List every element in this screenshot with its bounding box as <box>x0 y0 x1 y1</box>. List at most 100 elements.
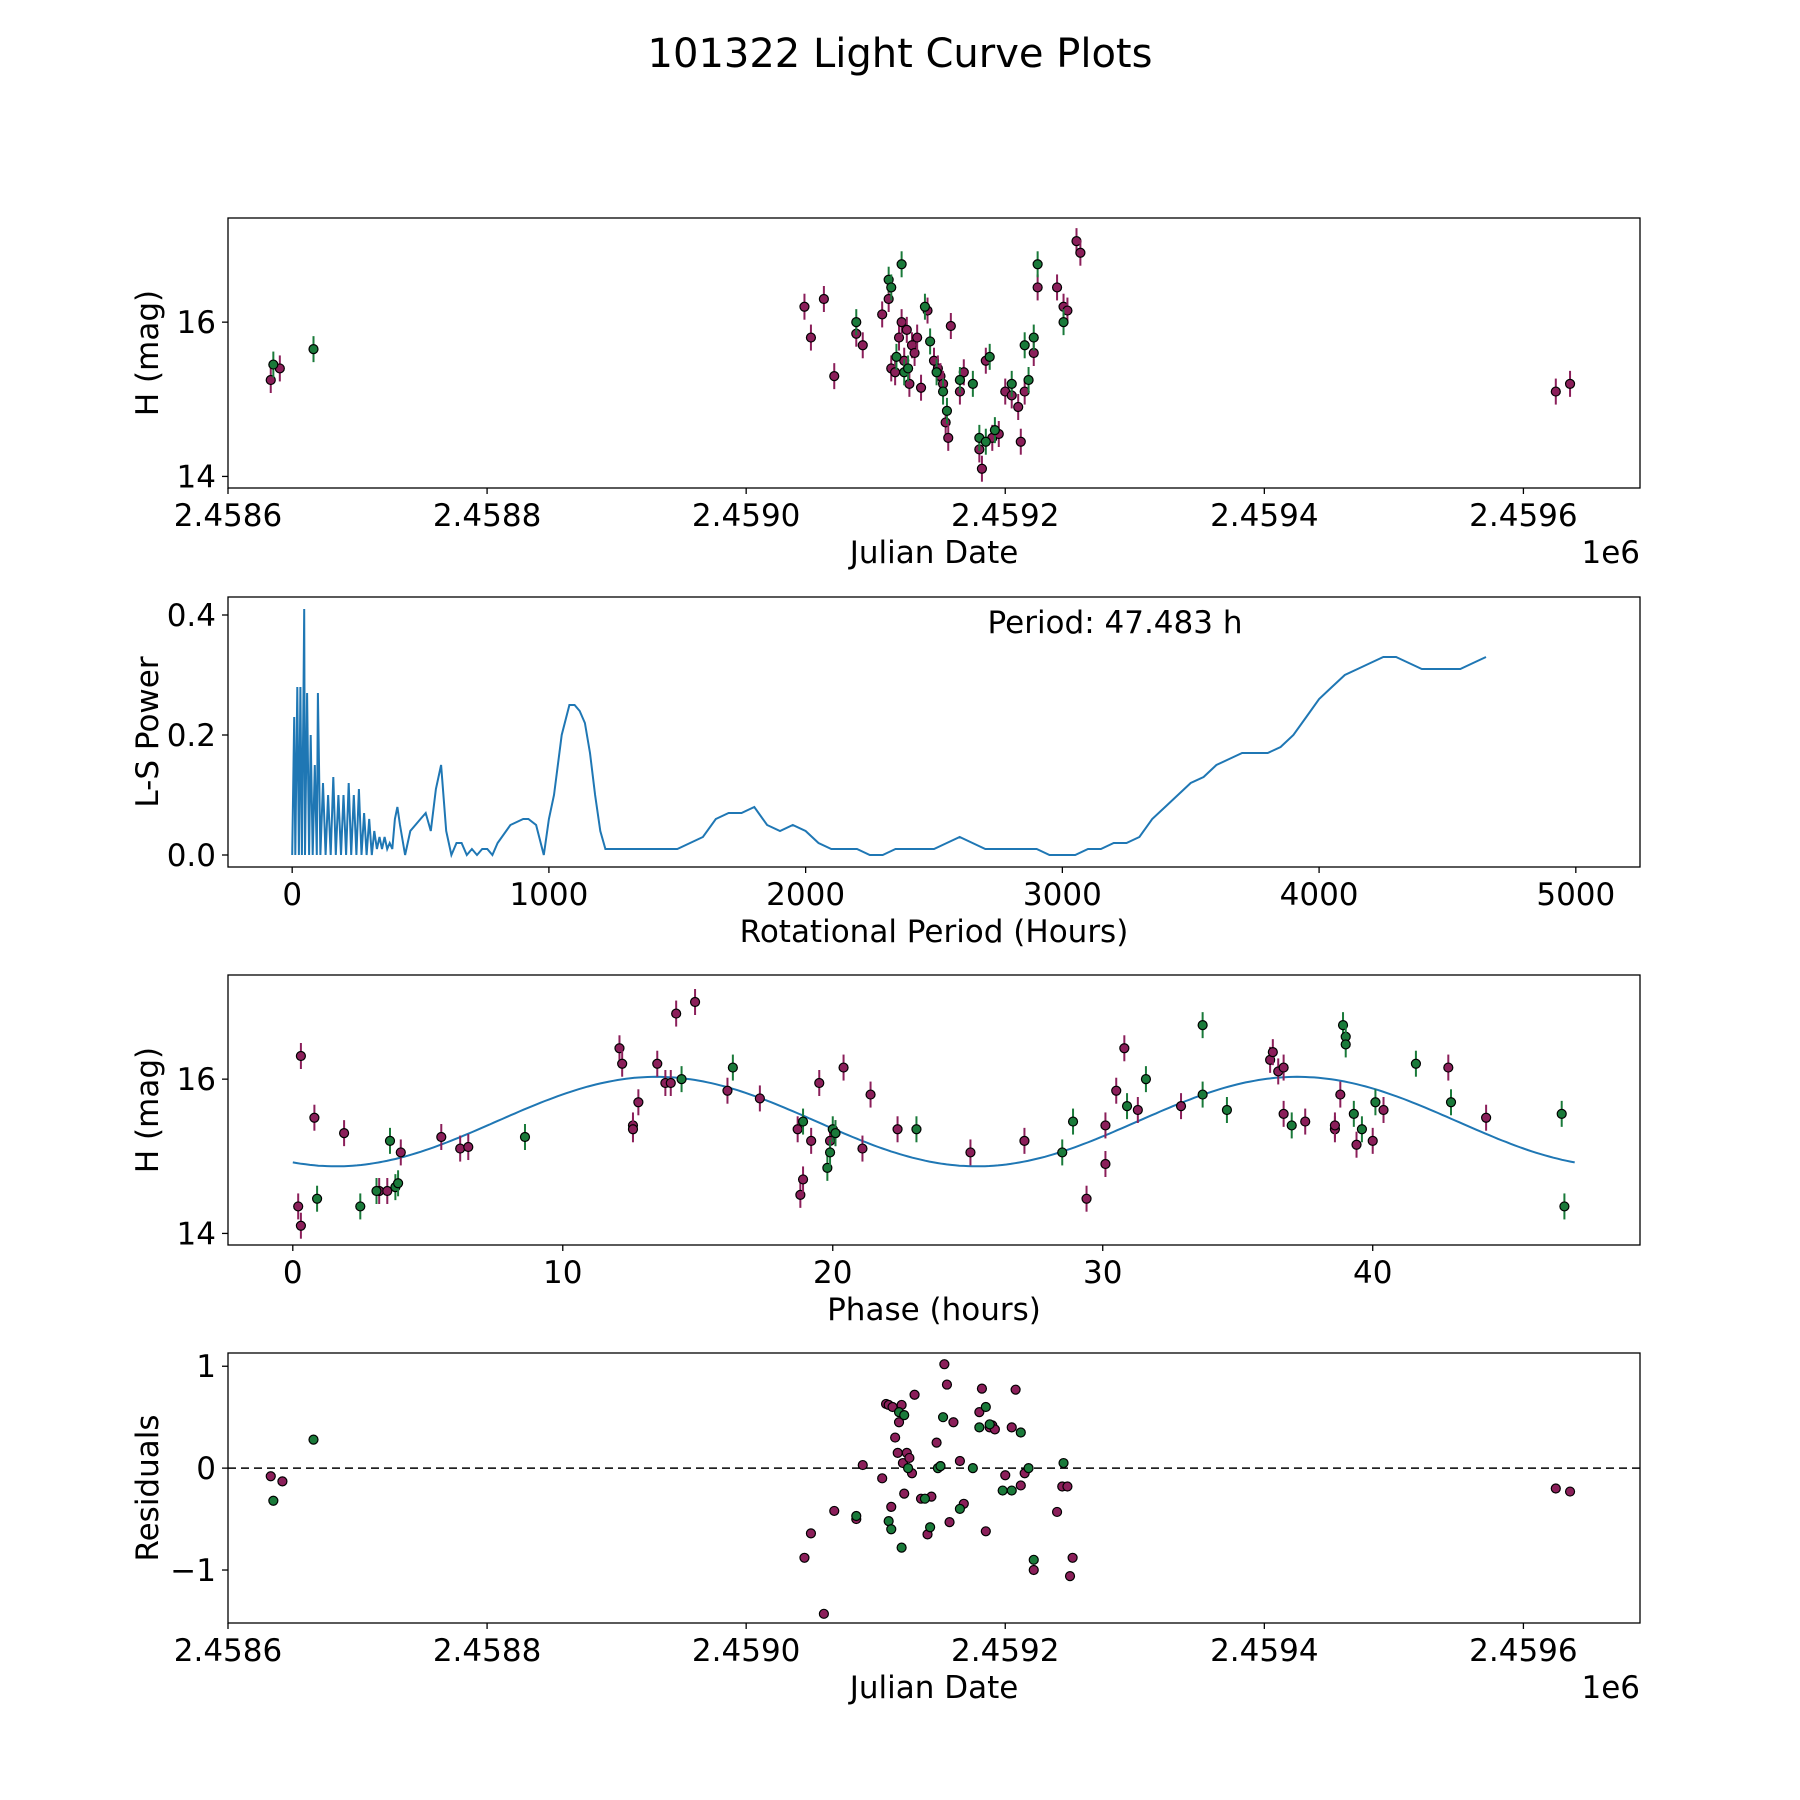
residuals-point-magenta <box>890 1432 901 1443</box>
residuals-x-axis-label: Julian Date <box>848 1670 1019 1706</box>
residuals-point-green <box>935 1460 946 1472</box>
phase-point-magenta <box>1367 1135 1378 1146</box>
lightcurve-xtick-label: 2.4590 <box>692 498 800 534</box>
phase-point-green <box>676 1074 687 1085</box>
residuals-point-magenta <box>886 1501 897 1512</box>
phase-point-magenta <box>665 1077 676 1089</box>
periodogram-period-annotation: Period: 47.483 h <box>988 605 1243 641</box>
phase-ytick-label: 16 <box>177 1062 216 1098</box>
lightcurve-point-green <box>925 336 936 347</box>
residuals-point-green <box>954 1503 966 1514</box>
residuals-point-magenta <box>1062 1481 1073 1492</box>
phase-point-magenta <box>295 1220 306 1231</box>
phase-point-green <box>727 1062 738 1073</box>
periodogram-xtick-label: 1000 <box>509 877 588 913</box>
residuals-point-magenta <box>941 1379 953 1390</box>
residuals-point-green <box>1058 1457 1069 1469</box>
residuals-point-green <box>919 1493 931 1504</box>
lightcurve-point-green <box>1032 259 1043 270</box>
periodogram-ytick-label: 0.0 <box>167 838 216 874</box>
phase-point-magenta <box>1300 1116 1311 1127</box>
residuals-xtick-label: 2.4590 <box>692 1633 800 1669</box>
phase-point-magenta <box>436 1131 447 1143</box>
periodogram-data-layer <box>291 608 1487 859</box>
lightcurve-point-magenta <box>1550 386 1561 397</box>
phase-point-magenta <box>814 1077 825 1089</box>
phase-point-green <box>824 1147 836 1158</box>
lightcurve-point-green <box>268 359 279 370</box>
residuals-point-magenta <box>277 1476 288 1487</box>
lightcurve-point-green <box>954 374 966 386</box>
lightcurve-point-green <box>896 259 907 270</box>
phase-model-curve <box>292 1075 1575 1168</box>
periodogram-x-axis-label: Rotational Period (Hours) <box>740 914 1129 950</box>
phase-point-magenta <box>965 1147 976 1158</box>
periodogram-y-axis-label: L-S Power <box>130 656 166 807</box>
residuals-point-magenta <box>1028 1564 1039 1576</box>
residuals-point-magenta <box>877 1473 888 1484</box>
phase-point-magenta <box>1278 1062 1289 1073</box>
phase-point-magenta <box>795 1189 806 1200</box>
residuals-point-green <box>851 1510 862 1522</box>
periodogram-xtick-label: 2000 <box>766 877 845 913</box>
lightcurve-point-green <box>937 386 949 397</box>
lightcurve-point-magenta <box>915 382 927 393</box>
phase-point-magenta <box>671 1008 682 1019</box>
periodogram-ytick-label: 0.4 <box>167 598 216 634</box>
residuals-point-magenta <box>1064 1571 1076 1582</box>
phase-point-magenta <box>892 1124 903 1135</box>
phase-point-magenta <box>1132 1104 1143 1116</box>
phase-point-green <box>911 1124 922 1135</box>
lightcurve-point-magenta <box>799 301 810 312</box>
periodogram-power-line <box>291 608 1487 859</box>
residuals-point-green <box>1023 1463 1034 1474</box>
phase-point-magenta <box>1019 1135 1030 1146</box>
residuals-point-magenta <box>944 1517 955 1528</box>
residuals-ytick-label: 0 <box>196 1451 216 1487</box>
phase-point-magenta <box>382 1185 393 1197</box>
lightcurve-point-magenta <box>1564 378 1576 389</box>
lightcurve-point-magenta <box>1013 401 1024 413</box>
lightcurve-point-green <box>891 351 902 362</box>
figure-title: 101322 Light Curve Plots <box>648 31 1153 77</box>
residuals-point-green <box>896 1542 907 1553</box>
residuals-ytick-label: −1 <box>170 1553 216 1589</box>
residuals-point-magenta <box>904 1452 915 1464</box>
periodogram-xtick-label: 4000 <box>1280 877 1359 913</box>
residuals-point-magenta <box>980 1526 991 1537</box>
lightcurve-point-magenta <box>818 293 829 305</box>
phase-axes-frame <box>227 974 1641 1246</box>
phase-point-green <box>1057 1147 1068 1158</box>
residuals-data-layer <box>228 1359 1640 1619</box>
phase-point-magenta <box>1443 1062 1454 1073</box>
lightcurve-point-magenta <box>1051 282 1063 293</box>
phase-point-magenta <box>633 1097 644 1108</box>
residuals-point-magenta <box>1006 1422 1017 1433</box>
phase-point-magenta <box>614 1043 625 1054</box>
residuals-point-magenta <box>1564 1486 1576 1497</box>
lightcurve-point-magenta <box>943 432 954 443</box>
lightcurve-point-green <box>1028 332 1039 343</box>
phase-point-magenta <box>1335 1089 1346 1100</box>
phase-point-magenta <box>1111 1085 1122 1096</box>
lightcurve-ytick-label: 16 <box>177 305 216 341</box>
phase-point-magenta <box>1175 1101 1187 1112</box>
phase-point-magenta <box>1351 1139 1362 1150</box>
residuals-point-green <box>308 1434 319 1445</box>
phase-point-magenta <box>309 1112 320 1123</box>
residuals-point-magenta <box>893 1417 905 1428</box>
periodogram-ytick-label: 0.2 <box>167 718 216 754</box>
phase-xtick-label: 20 <box>813 1255 852 1291</box>
phase-point-magenta <box>395 1147 406 1158</box>
residuals-point-green <box>268 1495 279 1506</box>
residuals-point-green <box>902 1463 914 1474</box>
lightcurve-point-green <box>1023 374 1034 386</box>
lightcurve-point-green <box>308 344 319 355</box>
phase-point-green <box>830 1128 841 1139</box>
lightcurve-point-green <box>1058 317 1069 328</box>
residuals-xtick-label: 2.4596 <box>1469 1633 1577 1669</box>
residuals-point-magenta <box>892 1447 903 1458</box>
lightcurve-point-magenta <box>829 371 840 382</box>
phase-point-magenta <box>1267 1047 1278 1058</box>
phase-point-green <box>1370 1097 1381 1108</box>
